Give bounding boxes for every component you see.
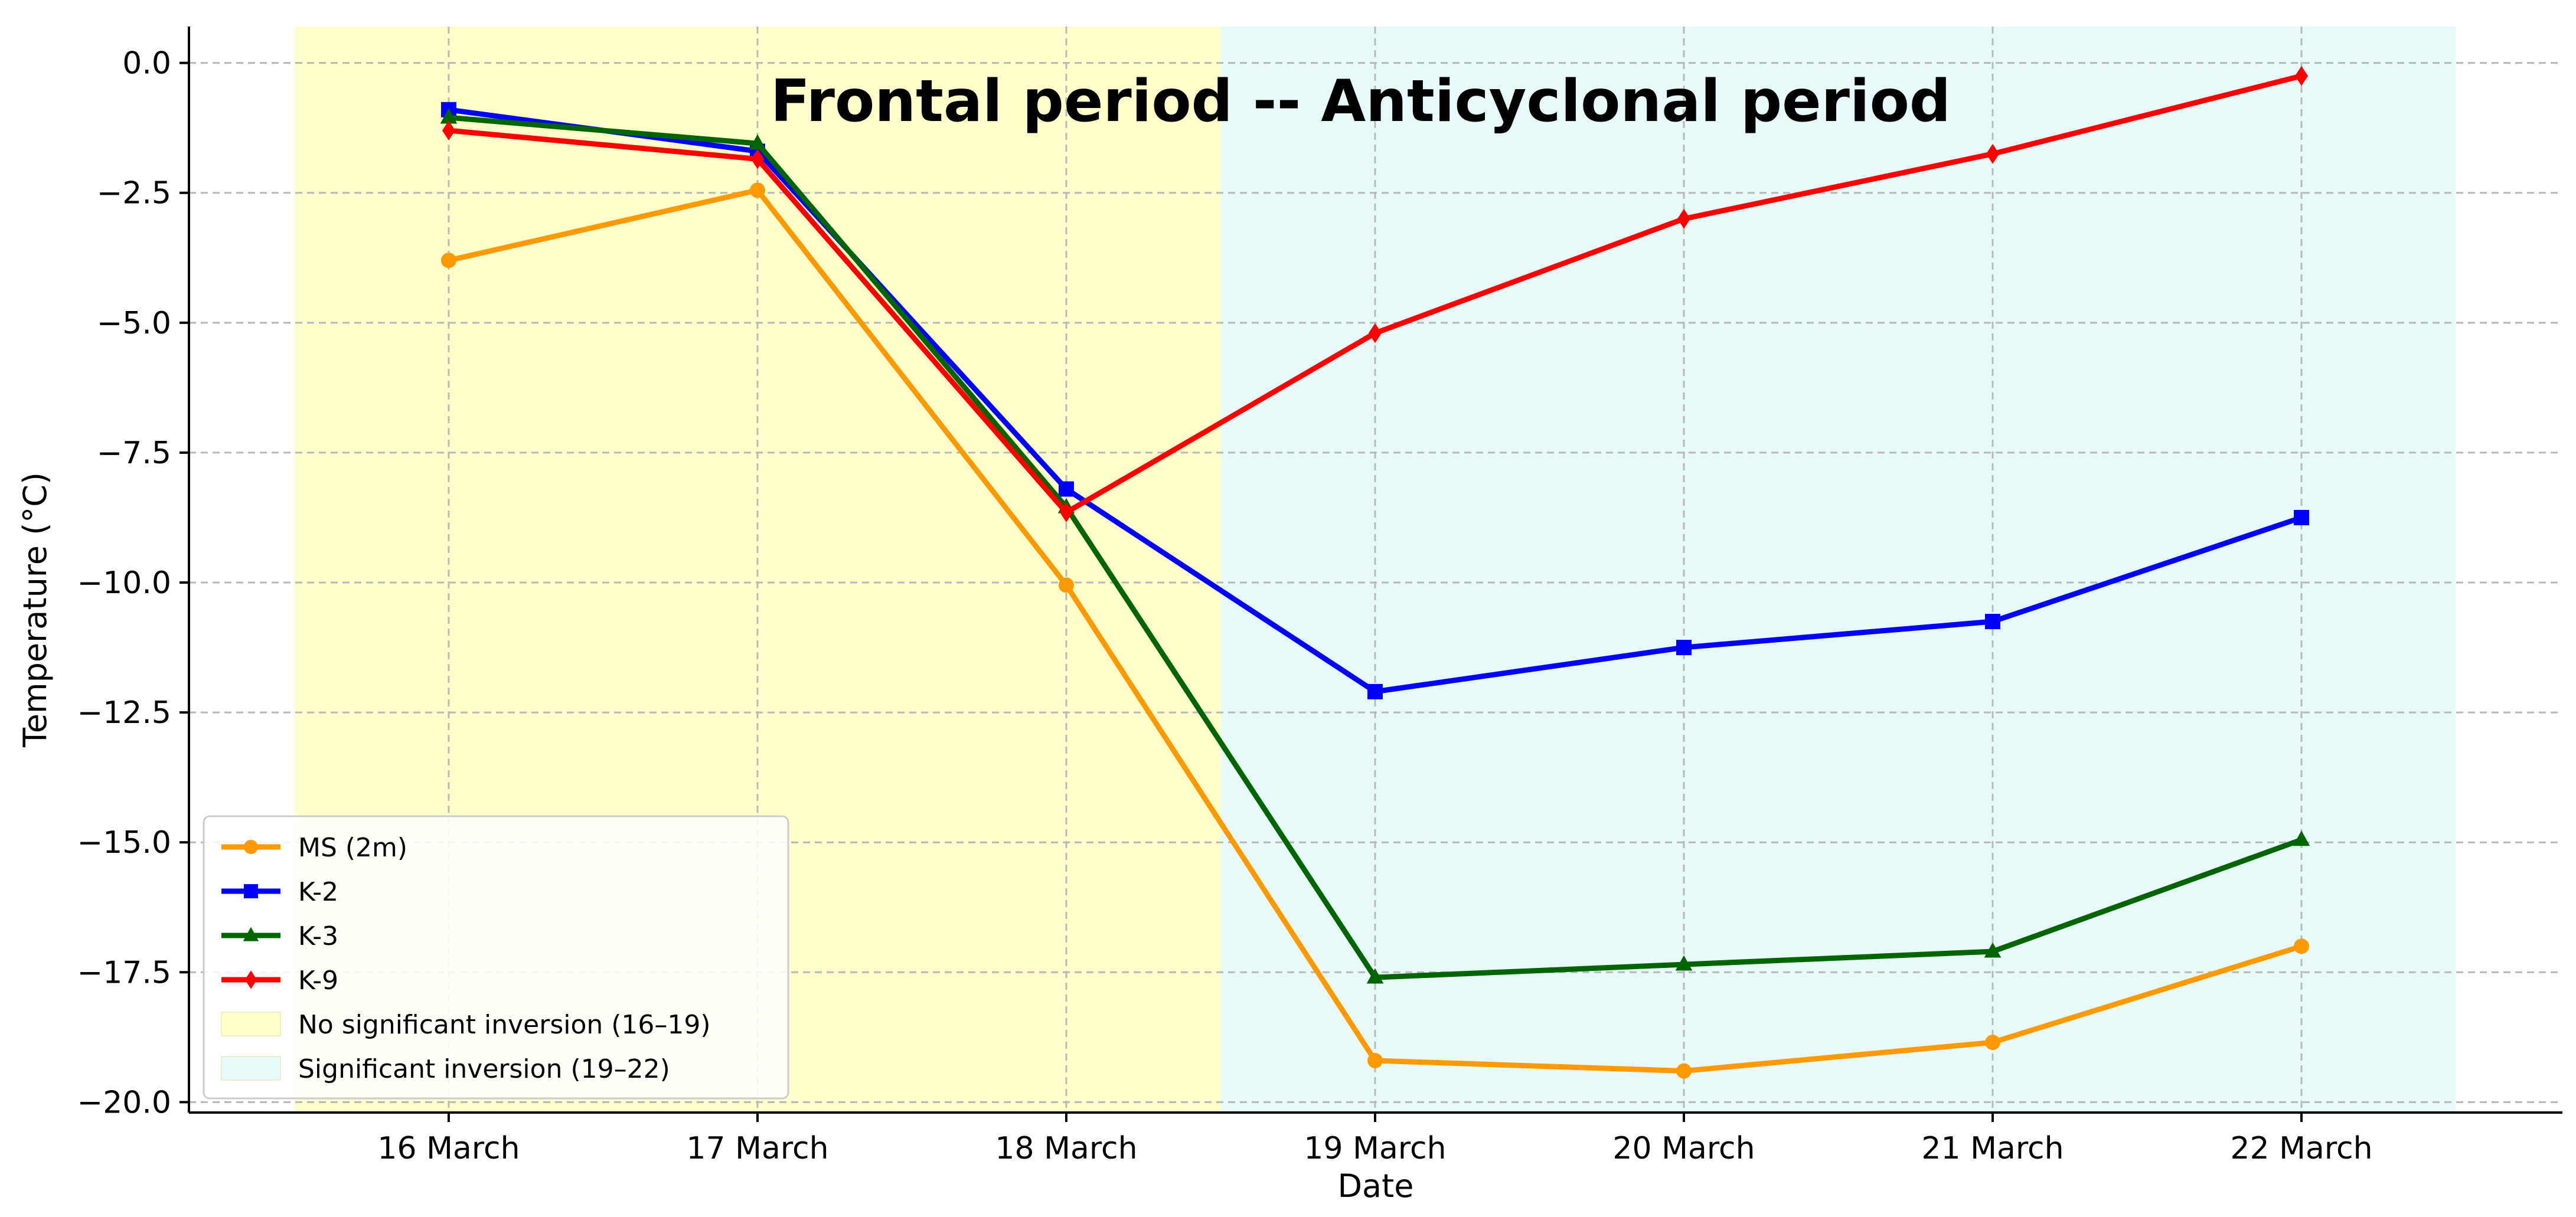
data-point-ms-2m-3 [1367, 1052, 1383, 1068]
legend-entry-label: K-2 [298, 877, 338, 907]
data-point-k-3-6 [2293, 830, 2310, 846]
legend-entry-label: Significant inversion (19–22) [298, 1054, 670, 1084]
y-tick-label: 0.0 [122, 46, 171, 81]
data-point-k-9-4 [1677, 208, 1691, 229]
x-tick-label: 20 March [1612, 1131, 1755, 1166]
data-point-ms-2m-6 [2294, 938, 2309, 954]
x-tick-label: 18 March [995, 1131, 1137, 1166]
legend-patch-4 [221, 1012, 281, 1036]
y-axis-title: Temperature (°C) [17, 472, 54, 748]
y-tick-label: −2.5 [97, 176, 171, 211]
data-point-k-2-5 [1985, 614, 2000, 630]
legend-marker-0 [244, 840, 258, 854]
x-tick-label: 16 March [377, 1131, 520, 1166]
x-tick-label: 21 March [1921, 1131, 2064, 1166]
data-point-k-2-3 [1367, 683, 1383, 699]
data-point-k-9-6 [2294, 66, 2309, 86]
data-point-k-2-4 [1676, 640, 1692, 656]
legend-entry-label: No significant inversion (16–19) [298, 1010, 711, 1040]
y-tick-label: −17.5 [77, 955, 171, 990]
data-point-ms-2m-2 [1059, 577, 1074, 593]
x-tick-label: 17 March [686, 1131, 828, 1166]
data-point-ms-2m-1 [750, 182, 765, 198]
series-lines [440, 66, 2310, 1079]
shaded-region-2 [1220, 27, 2456, 1113]
data-point-k-3-0 [440, 108, 458, 124]
series-k-9 [442, 66, 2309, 523]
y-tick-label: −5.0 [97, 306, 171, 341]
data-point-k-3-4 [1675, 955, 1693, 971]
y-tick-label: −15.0 [77, 825, 171, 861]
data-point-k-3-1 [749, 134, 766, 150]
y-tick-label: −7.5 [97, 436, 171, 471]
data-point-k-9-3 [1368, 323, 1382, 343]
legend: MS (2m) K-2 K-3 K-9 No significant inversion… [203, 815, 789, 1100]
data-point-k-3-3 [1366, 968, 1384, 984]
data-point-ms-2m-4 [1676, 1063, 1692, 1079]
legend-marker-2 [243, 927, 259, 941]
data-point-k-9-1 [750, 149, 765, 169]
y-tick-label: −10.0 [77, 565, 171, 601]
legend-marker-3 [244, 970, 257, 989]
x-tick-label: 19 March [1304, 1131, 1446, 1166]
legend-entry-label: K-9 [298, 966, 338, 996]
data-point-k-9-5 [1986, 143, 2000, 164]
period-annotation: Frontal period -- Anticyclonal period [770, 68, 1951, 135]
legend-marker-1 [244, 884, 258, 898]
x-tick-label: 22 March [2230, 1131, 2372, 1166]
legend-entry-label: K-3 [298, 921, 338, 951]
data-point-k-3-5 [1984, 942, 2002, 958]
legend-box [203, 815, 789, 1100]
data-point-ms-2m-5 [1985, 1035, 2000, 1051]
data-point-k-2-6 [2294, 509, 2309, 525]
tick-labels: 0.0 −2.5 −5.0 −7.5 −10.0 −12.5 −15.0 −17.5 −20.0… [77, 46, 2373, 1166]
data-point-k-9-2 [1059, 502, 1073, 523]
x-axis-title: Date [1337, 1167, 1413, 1205]
y-tick-label: −12.5 [77, 695, 171, 731]
data-point-k-9-0 [442, 120, 456, 140]
y-tick-label: −20.0 [77, 1085, 171, 1120]
legend-patch-5 [221, 1056, 281, 1081]
data-point-ms-2m-0 [441, 253, 456, 269]
data-point-k-2-2 [1059, 481, 1074, 497]
legend-entry-label: MS (2m) [298, 833, 407, 863]
series-ms-2m [441, 182, 2309, 1079]
